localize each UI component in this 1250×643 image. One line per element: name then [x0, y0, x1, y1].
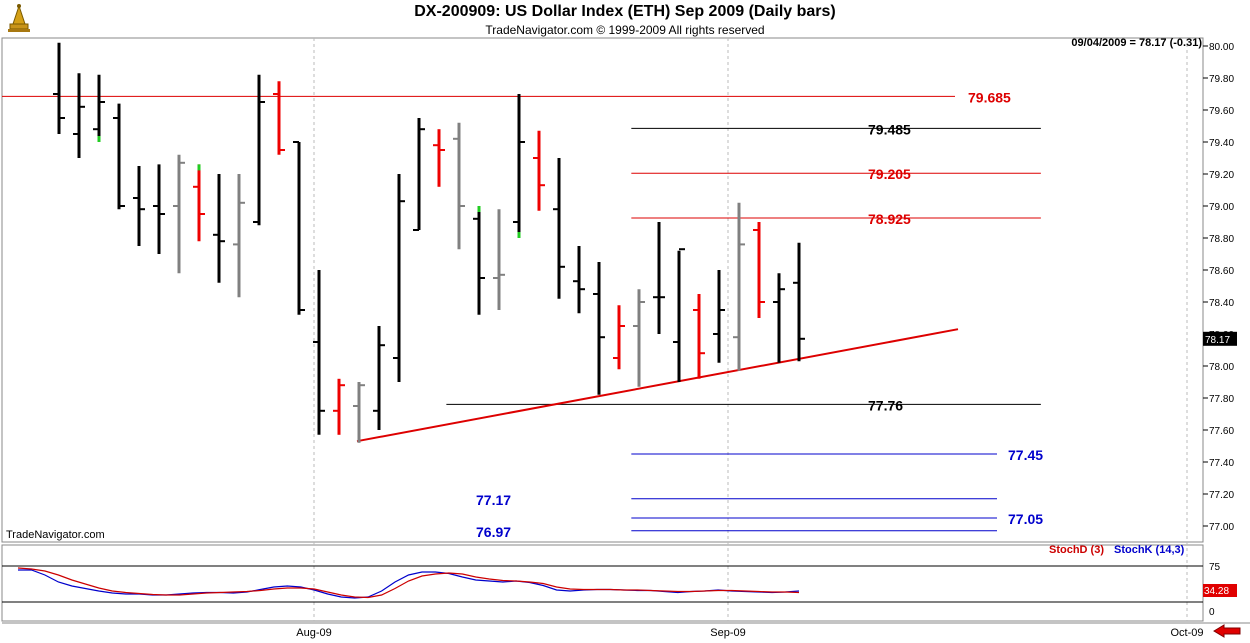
- ohlc-bar: [533, 130, 545, 211]
- ohlc-bar: [573, 246, 585, 314]
- last-price-label: 78.17: [1205, 335, 1230, 346]
- ohlc-bar: [713, 270, 725, 363]
- ohlc-bar: [293, 141, 305, 315]
- price-panel-border: [1, 37, 1204, 543]
- ohlc-bar: [93, 74, 105, 142]
- stoch-tick-label: 75: [1209, 562, 1221, 573]
- ohlc-bar: [213, 174, 225, 283]
- chart-title: DX-200909: US Dollar Index (ETH) Sep 200…: [414, 3, 836, 20]
- ohlc-bar: [153, 164, 165, 254]
- ohlc-bar: [193, 164, 205, 242]
- watermark: TradeNavigator.com: [6, 529, 105, 541]
- ohlc-bar: [273, 81, 285, 155]
- stoch-last-box: [1203, 584, 1237, 597]
- y-tick-label: 78.80: [1209, 234, 1234, 245]
- ohlc-bar: [773, 273, 785, 363]
- ohlc-bar: [793, 242, 805, 362]
- ohlc-bar: [173, 154, 185, 274]
- ohlc-bar: [513, 94, 525, 238]
- ohlc-bar: [333, 378, 345, 435]
- ohlc-bar: [253, 74, 265, 226]
- level-label: 79.685: [968, 89, 1011, 105]
- ohlc-bar: [53, 42, 65, 134]
- x-tick-label: Oct-09: [1170, 627, 1203, 639]
- ohlc-bar: [393, 174, 405, 382]
- ohlc-bar: [753, 222, 765, 318]
- indicator-panel-border: [1, 544, 1204, 622]
- ohlc-bar: [493, 209, 505, 310]
- y-tick-label: 77.20: [1209, 490, 1234, 501]
- support-trendline: [356, 328, 959, 443]
- y-tick-label: 79.60: [1209, 106, 1234, 117]
- ohlc-bar: [73, 73, 85, 158]
- y-tick-label: 80.00: [1209, 42, 1234, 53]
- y-tick-label: 79.20: [1209, 170, 1234, 181]
- level-label: 79.205: [868, 166, 911, 182]
- x-tick-label: Sep-09: [710, 627, 745, 639]
- ohlc-bar: [653, 222, 665, 334]
- chart-frame: [1, 37, 1250, 624]
- y-tick-label: 78.60: [1209, 266, 1234, 277]
- ohlc-bar: [693, 294, 705, 379]
- ohlc-bar: [733, 202, 745, 371]
- y-tick-label: 79.00: [1209, 202, 1234, 213]
- tradenavigator-logo-icon[interactable]: [4, 2, 34, 34]
- y-tick-label: 77.80: [1209, 394, 1234, 405]
- x-tick-label: Aug-09: [296, 627, 331, 639]
- stoch-tick-label: 0: [1209, 607, 1215, 618]
- level-label: 76.97: [476, 524, 511, 540]
- y-tick-label: 79.40: [1209, 138, 1234, 149]
- ohlc-bar: [413, 118, 425, 231]
- y-tick-label: 79.80: [1209, 74, 1234, 85]
- scroll-left-arrow-icon[interactable]: [1212, 624, 1242, 643]
- ohlc-bar: [593, 262, 605, 395]
- ohlc-bar: [233, 174, 245, 298]
- ohlc-bar: [113, 103, 125, 210]
- trendline: [356, 328, 959, 443]
- ohlc-bar: [133, 166, 145, 246]
- stochastic-panel: 75 0 34.28: [2, 562, 1237, 618]
- ohlc-bar: [313, 270, 325, 435]
- y-tick-label: 77.60: [1209, 426, 1234, 437]
- level-label: 78.925: [868, 211, 911, 227]
- chart-subtitle: TradeNavigator.com © 1999-2009 All right…: [485, 23, 765, 37]
- level-label: 79.485: [868, 121, 911, 137]
- level-label: 77.05: [1008, 511, 1043, 527]
- last-quote: 09/04/2009 = 78.17 (-0.31): [1071, 37, 1202, 49]
- ohlc-bar: [433, 129, 445, 187]
- y-tick-label: 77.00: [1209, 522, 1234, 533]
- stoch-d-line: [17, 567, 800, 599]
- last-price-box: [1203, 331, 1237, 346]
- grid-lines: [313, 38, 1188, 621]
- ohlc-bar: [353, 382, 365, 443]
- price-levels: 79.685 79.485 79.205 78.925 77.76 77.45 77.17 7…: [2, 89, 1043, 540]
- ohlc-bar: [633, 289, 645, 387]
- y-tick-label: 77.40: [1209, 458, 1234, 469]
- ohlc-bar: [553, 158, 565, 299]
- y-tick-label: 78.00: [1209, 362, 1234, 373]
- date-axis: Aug-09 Sep-09 Oct-09: [296, 627, 1203, 639]
- ohlc-bar: [473, 206, 485, 315]
- level-label: 77.17: [476, 492, 511, 508]
- ohlc-bar: [373, 326, 385, 430]
- legend-stoch-k: StochK (14,3): [1114, 544, 1185, 556]
- legend-stoch-d: StochD (3): [1049, 544, 1104, 556]
- level-label: 77.76: [868, 397, 903, 413]
- ohlc-bar: [673, 248, 685, 382]
- price-axis: 80.00 79.80 79.60 79.40 79.20 79.00 78.80 78.60…: [1203, 42, 1237, 533]
- stoch-last-label: 34.28: [1204, 586, 1229, 597]
- ohlc-bar: [453, 122, 465, 250]
- ohlc-bar: [613, 305, 625, 370]
- y-tick-label: 78.40: [1209, 298, 1234, 309]
- level-label: 77.45: [1008, 447, 1043, 463]
- ohlc-bars: [53, 42, 805, 443]
